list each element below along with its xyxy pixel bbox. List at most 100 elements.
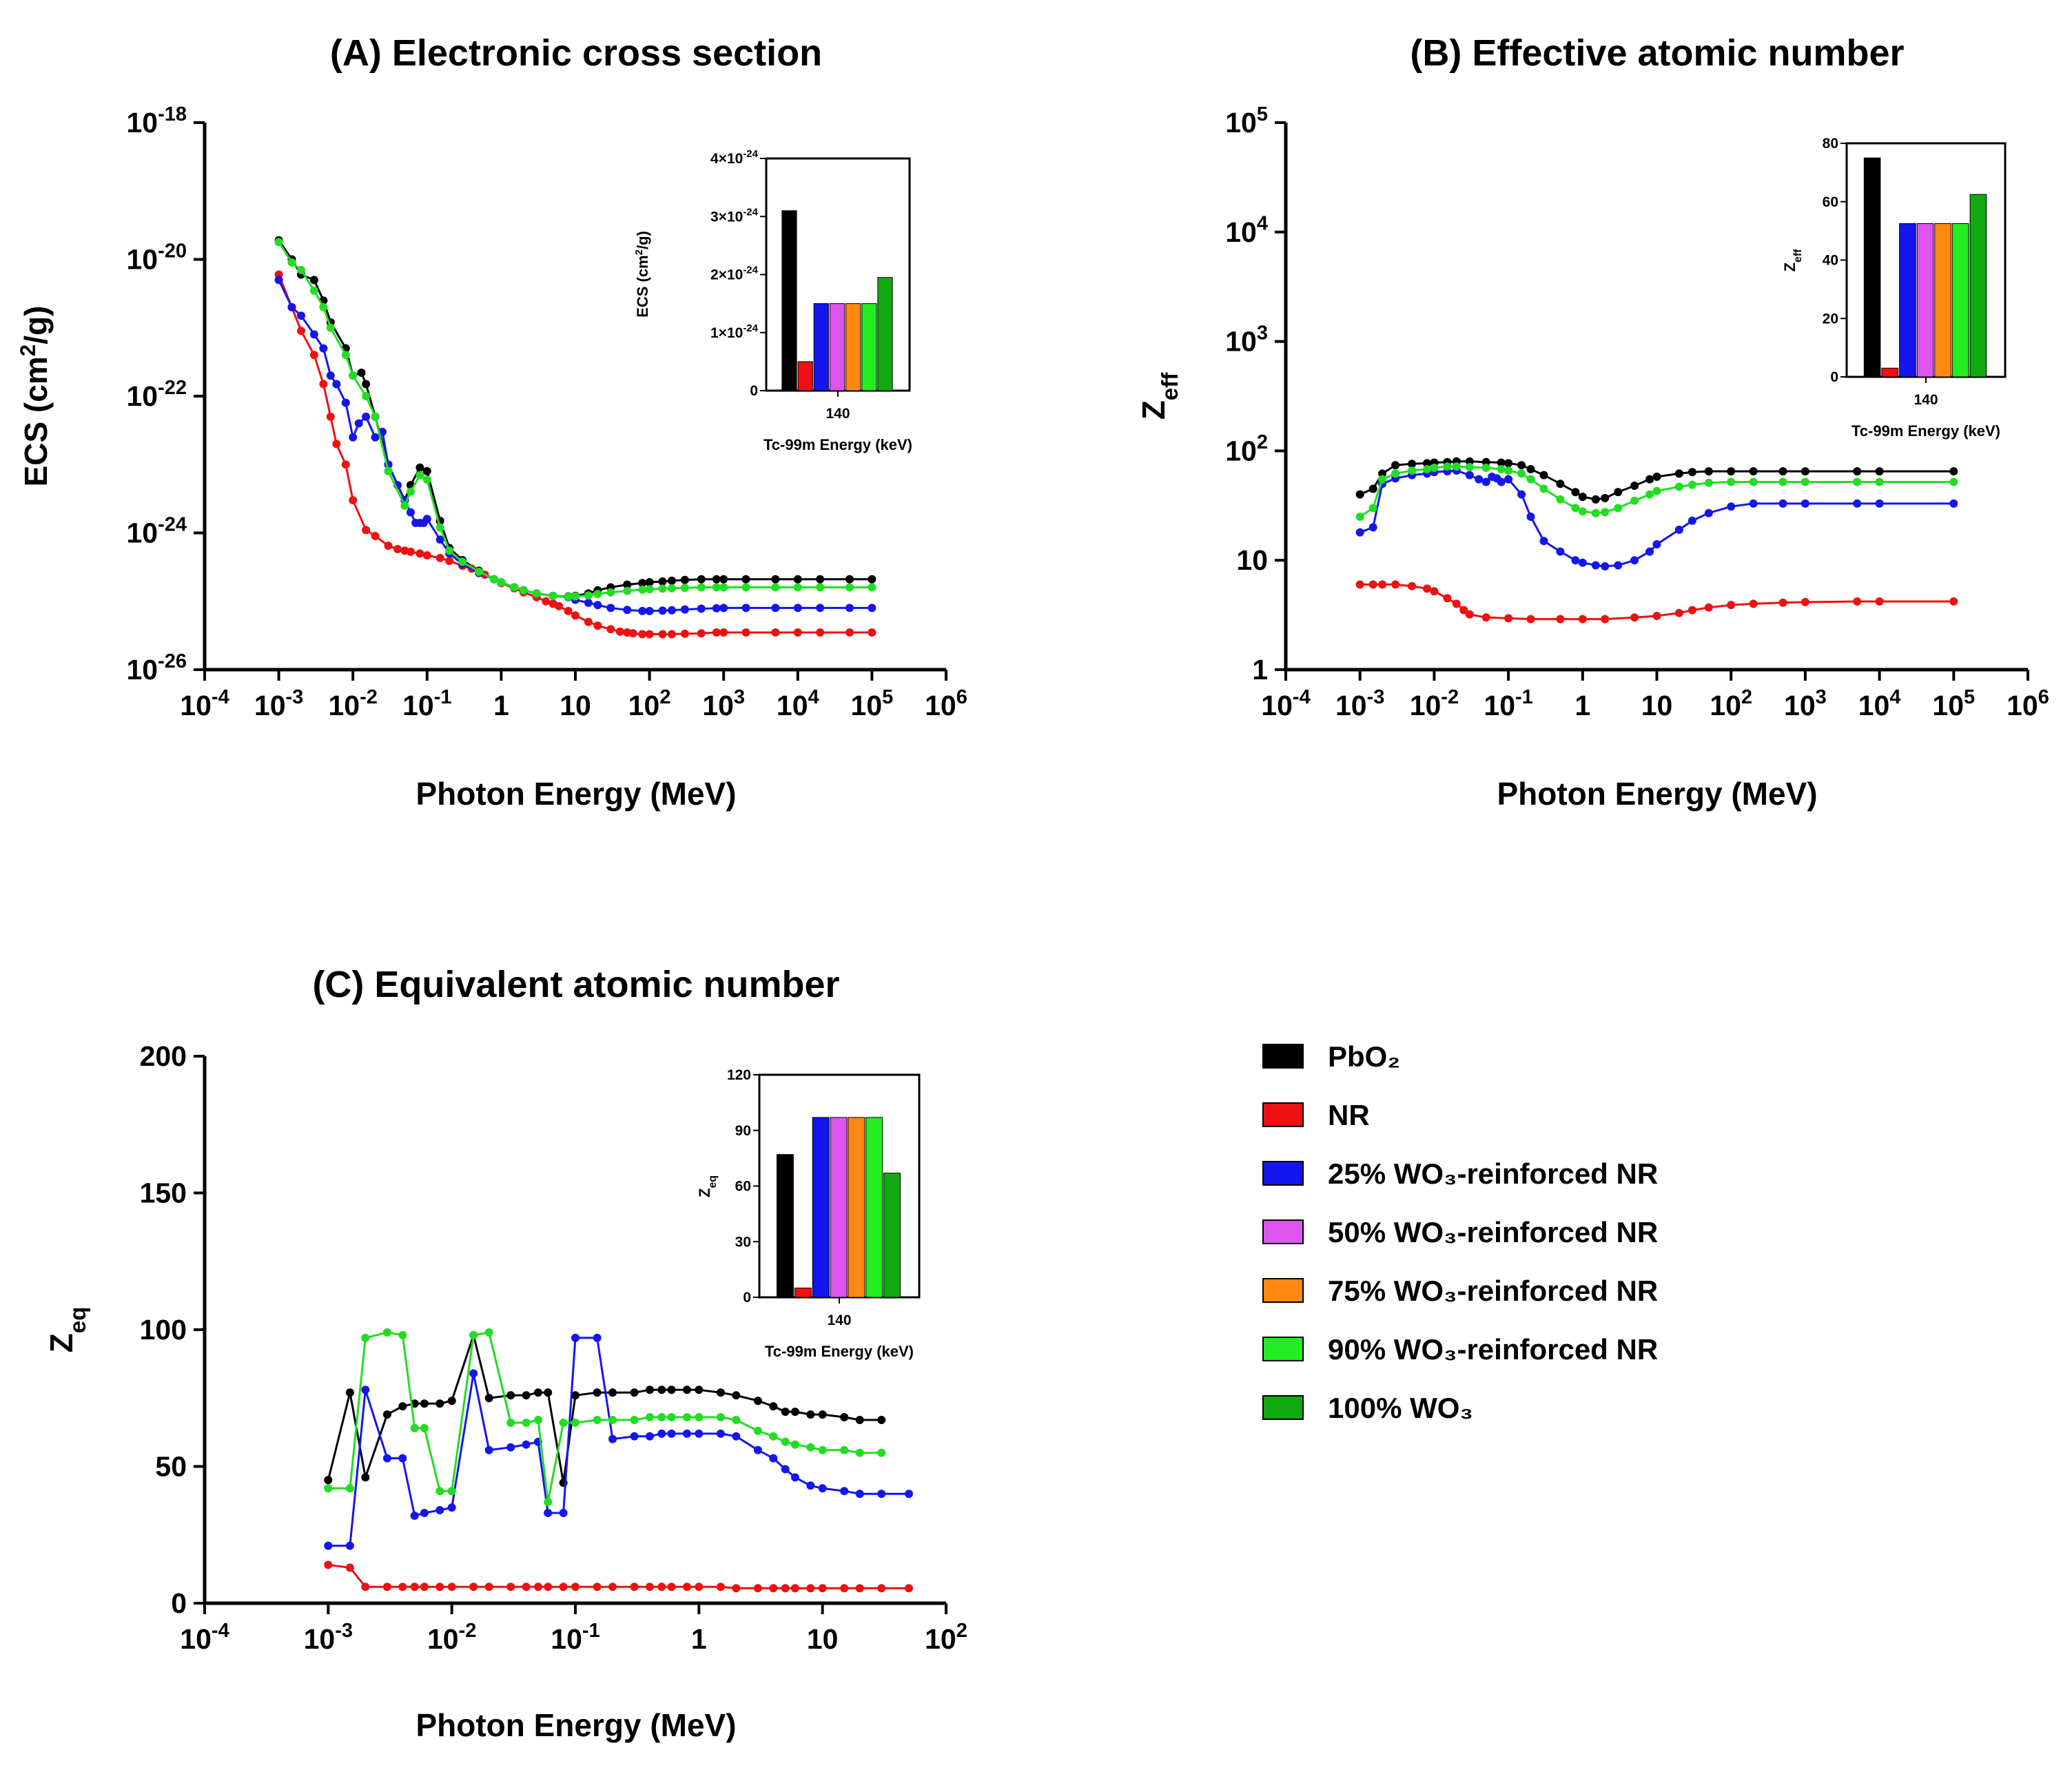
inset-y-axis-label: Zeff xyxy=(1781,249,1804,272)
data-point xyxy=(1614,504,1623,513)
x-tick-label: 10-3 xyxy=(254,686,303,721)
data-point xyxy=(593,1388,602,1397)
data-point xyxy=(790,1584,799,1593)
data-point xyxy=(410,1512,419,1520)
data-point xyxy=(1497,458,1506,467)
data-point xyxy=(1368,484,1377,493)
data-point xyxy=(548,591,557,600)
data-point xyxy=(658,630,667,639)
data-point xyxy=(309,351,318,360)
data-point xyxy=(1504,475,1513,484)
data-point xyxy=(1465,463,1474,471)
data-point xyxy=(1704,478,1713,487)
data-point xyxy=(695,1385,704,1394)
data-point xyxy=(658,606,667,615)
data-point xyxy=(1408,466,1416,475)
data-point xyxy=(608,1583,617,1591)
data-point xyxy=(297,265,305,274)
data-point xyxy=(1778,477,1787,486)
data-point xyxy=(840,1487,849,1496)
y-tick-label: 10-20 xyxy=(126,240,187,275)
x-tick-label: 1 xyxy=(493,690,509,721)
data-point xyxy=(793,583,802,592)
data-point xyxy=(638,579,647,588)
inset-y-tick-label: 2×10-24 xyxy=(710,265,759,283)
data-point xyxy=(781,1465,790,1474)
data-point xyxy=(657,1583,666,1591)
y-tick-label: 10 xyxy=(1236,544,1268,576)
inset-y-tick-label: 80 xyxy=(1823,136,1838,152)
data-point xyxy=(1378,580,1387,589)
data-point xyxy=(1630,613,1639,622)
data-point xyxy=(571,1583,579,1591)
data-point xyxy=(357,369,366,377)
data-point xyxy=(1475,475,1484,484)
y-axis-label: Zeff xyxy=(1136,372,1183,420)
data-point xyxy=(868,604,876,612)
data-point xyxy=(855,1416,864,1424)
data-point xyxy=(623,580,632,589)
data-point xyxy=(571,1419,579,1427)
data-point xyxy=(1497,465,1506,473)
data-point xyxy=(506,1583,515,1591)
inset-bar xyxy=(1899,223,1916,378)
data-point xyxy=(447,1503,456,1512)
data-point xyxy=(1539,471,1548,480)
x-tick-label: 106 xyxy=(925,686,967,721)
data-point xyxy=(781,1408,790,1416)
data-point xyxy=(287,302,296,311)
data-point xyxy=(680,605,689,614)
y-tick-label: 104 xyxy=(1225,213,1268,248)
data-point xyxy=(1526,475,1535,484)
data-point xyxy=(1704,508,1713,517)
data-point xyxy=(1688,606,1696,615)
data-point xyxy=(1749,499,1758,508)
data-point xyxy=(1430,464,1439,472)
data-point xyxy=(741,628,750,637)
data-point xyxy=(362,392,371,400)
inset-y-tick-label: 90 xyxy=(735,1123,751,1139)
series-90-wo3-reinforced-nr xyxy=(274,238,876,601)
data-point xyxy=(645,585,654,594)
data-point xyxy=(584,617,593,626)
data-point xyxy=(645,630,654,639)
data-point xyxy=(361,1473,370,1482)
inset-x-axis-label: Tc-99m Energy (keV) xyxy=(765,1343,914,1360)
inset-x-axis-label: Tc-99m Energy (keV) xyxy=(1852,422,2000,440)
y-tick-label: 200 xyxy=(140,1040,187,1072)
data-point xyxy=(741,583,750,592)
inset-bar xyxy=(812,1117,830,1298)
inset-category-label: 140 xyxy=(825,406,850,422)
data-point xyxy=(1556,615,1565,624)
chart-title: (C) Equivalent atomic number xyxy=(312,964,839,1005)
data-point xyxy=(668,606,676,615)
data-point xyxy=(345,1484,354,1493)
data-point xyxy=(712,583,721,592)
data-point xyxy=(362,380,371,389)
data-point xyxy=(683,1429,691,1438)
inset-x-axis-label: Tc-99m Energy (keV) xyxy=(763,436,912,453)
legend-swatch xyxy=(1262,1395,1304,1420)
legend-entry: NR xyxy=(1262,1099,1370,1131)
data-point xyxy=(484,1583,493,1591)
data-point xyxy=(382,1328,391,1337)
data-point xyxy=(435,1506,444,1514)
data-point xyxy=(771,583,780,592)
data-point xyxy=(326,412,335,421)
data-point xyxy=(1949,499,1958,508)
data-point xyxy=(287,258,296,267)
data-point xyxy=(658,584,667,593)
y-tick-label: 0 xyxy=(171,1587,187,1619)
data-point xyxy=(1778,598,1787,607)
x-tick-label: 1 xyxy=(1574,690,1590,721)
data-point xyxy=(1517,490,1526,499)
inset-bar xyxy=(1863,157,1881,378)
data-point xyxy=(697,575,706,584)
inset-bar xyxy=(794,1288,812,1298)
data-point xyxy=(1853,477,1862,486)
data-point xyxy=(630,1416,639,1424)
x-tick-label: 106 xyxy=(2007,686,2049,721)
inset-bar xyxy=(883,1173,901,1298)
legend-label: 100% WO₃ xyxy=(1328,1392,1473,1424)
data-point xyxy=(469,1369,478,1378)
